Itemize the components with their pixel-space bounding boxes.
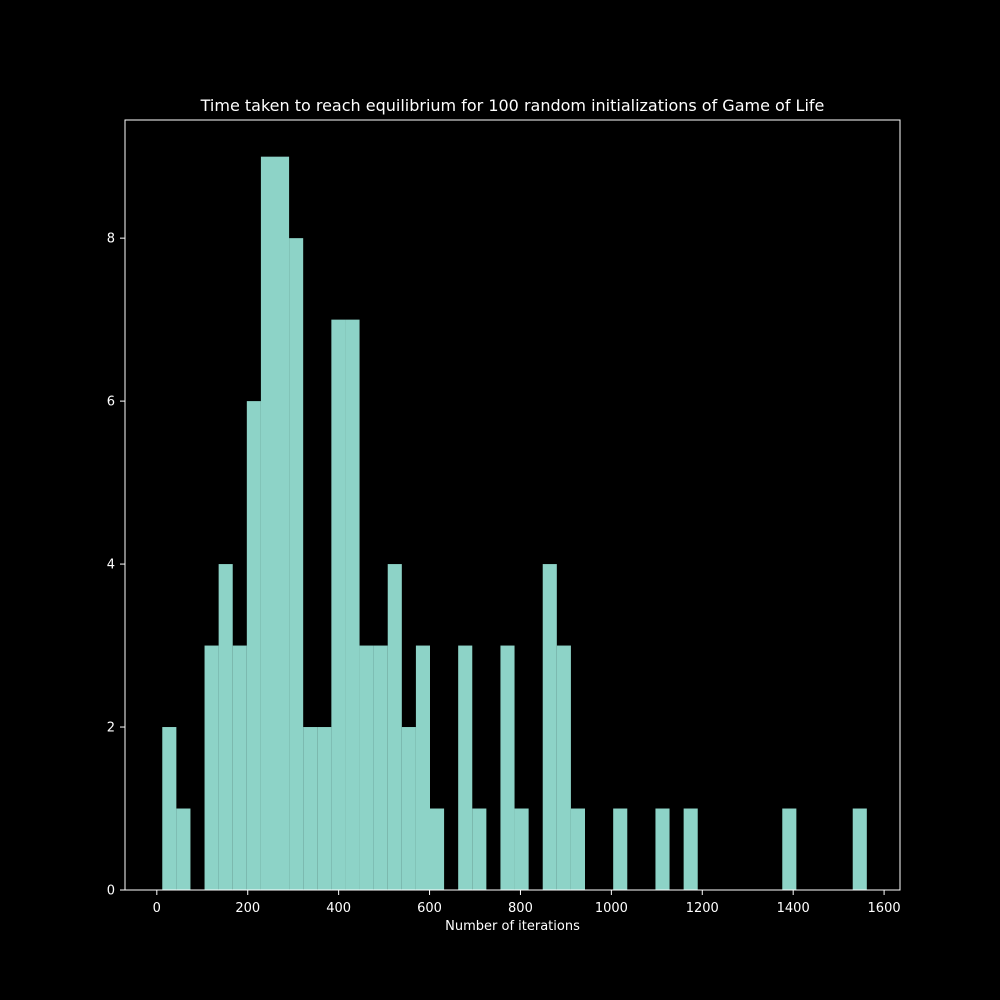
x-tick-label: 1200 [686, 901, 719, 916]
y-tick-label: 0 [107, 884, 115, 899]
histogram-bar [542, 564, 557, 890]
histogram-bar [782, 808, 797, 890]
chart-title: Time taken to reach equilibrium for 100 … [200, 96, 825, 115]
x-tick-label: 200 [235, 901, 260, 916]
histogram-bar [204, 645, 219, 890]
x-tick-label: 1000 [595, 901, 628, 916]
histogram-bar [345, 319, 360, 890]
histogram-bar [683, 808, 698, 890]
histogram-bar [401, 727, 416, 890]
histogram-bar [655, 808, 670, 890]
histogram-bar [472, 808, 487, 890]
y-tick-label: 4 [107, 558, 115, 573]
histogram-bar [415, 645, 430, 890]
histogram-bar [359, 645, 374, 890]
x-tick-label: 1600 [868, 901, 901, 916]
y-tick-label: 8 [107, 232, 115, 247]
x-tick-label: 1400 [777, 901, 810, 916]
x-axis-label: Number of iterations [445, 919, 580, 934]
histogram-bar [303, 727, 318, 890]
histogram-bar [613, 808, 628, 890]
histogram-bar [458, 645, 473, 890]
x-tick-label: 0 [153, 901, 161, 916]
x-tick-label: 400 [326, 901, 351, 916]
x-tick-label: 600 [417, 901, 442, 916]
y-tick-label: 2 [107, 721, 115, 736]
histogram-bar [218, 564, 233, 890]
histogram-bar [570, 808, 585, 890]
histogram-bar [289, 238, 304, 891]
y-tick-label: 6 [107, 395, 115, 410]
histogram-bar [500, 645, 515, 890]
histogram-bar [556, 645, 571, 890]
histogram-bar [275, 156, 290, 890]
histogram-bar [317, 727, 332, 890]
histogram-bar [246, 401, 261, 890]
histogram-bar [430, 808, 445, 890]
x-axis-ticks: 0 200 400 600 800 1000 1200 1400 1600 [153, 890, 901, 916]
histogram-bar [176, 808, 191, 890]
histogram-bar [232, 645, 247, 890]
histogram-bar [387, 564, 402, 890]
histogram-bar [260, 156, 275, 890]
plot-frame [124, 119, 901, 891]
histogram-bar [373, 645, 388, 890]
histogram-bar [162, 727, 177, 890]
bars-group [162, 156, 867, 891]
histogram-bar [852, 808, 867, 890]
y-axis-ticks: 0 2 4 6 8 [107, 232, 125, 899]
histogram-bar [514, 808, 529, 890]
histogram-bar [331, 319, 346, 890]
x-tick-label: 800 [508, 901, 533, 916]
